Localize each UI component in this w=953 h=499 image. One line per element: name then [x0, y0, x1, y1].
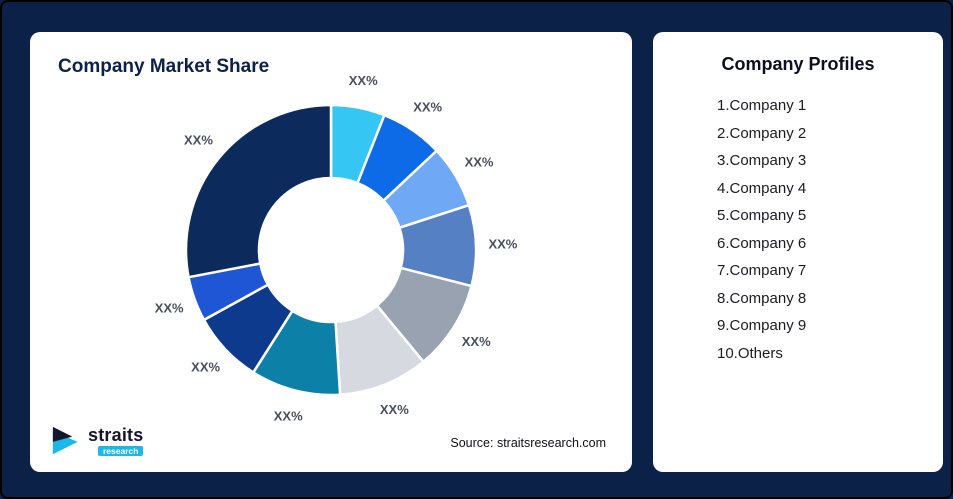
- donut-data-label-4: XX%: [488, 237, 517, 252]
- donut-data-label-2: XX%: [413, 100, 442, 115]
- donut-data-label-5: XX%: [462, 334, 491, 349]
- company-profile-item: 6.Company 6: [717, 234, 807, 252]
- company-profile-item: 4.Company 4: [717, 179, 807, 197]
- donut-data-label-3: XX%: [465, 154, 494, 169]
- company-profile-item: 1.Company 1: [717, 97, 807, 114]
- company-profile-item: 7.Company 7: [717, 262, 807, 279]
- company-profiles-card: Company Profiles 1.Company 1 2.Company 2 3…: [653, 32, 943, 472]
- company-profile-item: 9.Company 9: [717, 317, 807, 334]
- donut-data-label-6: XX%: [380, 402, 409, 417]
- company-profile-item: 10.Others: [717, 344, 783, 362]
- company-profile-item: 8.Company 8: [717, 289, 807, 307]
- company-profile-item: 5.Company 5: [717, 207, 807, 224]
- donut-data-label-9: XX%: [155, 300, 184, 315]
- company-profile-item: 3.Company 3: [717, 152, 807, 169]
- logo-subtitle: research: [97, 445, 144, 456]
- straits-logo-icon: [52, 426, 78, 454]
- donut-chart: XX% XX% XX% XX% XX% XX% XX% XX% XX% XX%: [155, 73, 518, 424]
- logo-name: straits: [88, 424, 144, 445]
- donut-data-label-1: XX%: [349, 73, 378, 88]
- profiles-title: Company Profiles: [721, 54, 875, 74]
- straits-logo-text: straits research: [88, 424, 144, 456]
- donut-data-label-7: XX%: [274, 409, 303, 424]
- source-text: Source: straitsresearch.com: [450, 436, 606, 450]
- company-profile-item: 2.Company 2: [717, 124, 807, 142]
- chart-title: Company Market Share: [58, 56, 270, 77]
- donut-data-label-8: XX%: [191, 360, 220, 375]
- market-share-card: Company Market Share XX% XX% XX% XX% XX% XX% X…: [30, 32, 632, 472]
- donut-data-label-10: XX%: [184, 132, 213, 147]
- company-profiles-list: 1.Company 1 2.Company 2 3.Company 3 4.Compa…: [653, 97, 943, 362]
- donut-segment-10: [184, 103, 333, 279]
- straits-logo: straits research: [52, 424, 144, 456]
